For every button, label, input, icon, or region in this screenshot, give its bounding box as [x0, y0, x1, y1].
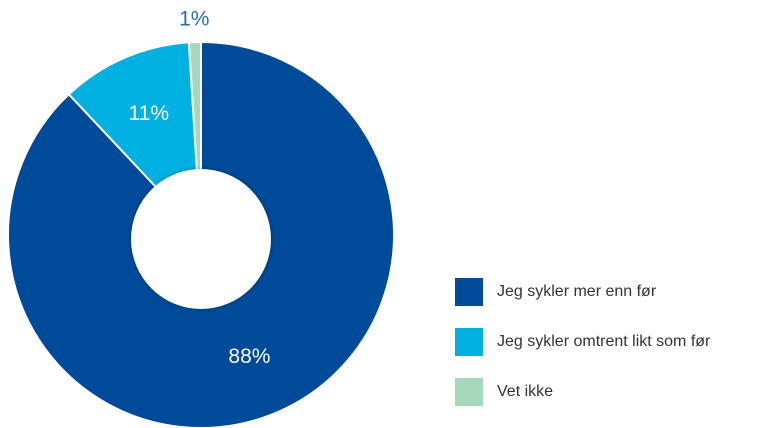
legend-swatch — [455, 328, 483, 356]
value-label: 1% — [179, 8, 209, 31]
legend-label: Vet ikke — [497, 383, 553, 400]
legend-label: Jeg sykler mer enn før — [497, 283, 657, 300]
value-label: 11% — [129, 102, 169, 125]
legend-label: Jeg sykler omtrent likt som før — [497, 333, 711, 350]
legend-swatch — [455, 278, 483, 306]
donut-hole — [131, 169, 271, 309]
legend-swatch — [455, 378, 483, 406]
value-label: 88% — [228, 345, 270, 368]
